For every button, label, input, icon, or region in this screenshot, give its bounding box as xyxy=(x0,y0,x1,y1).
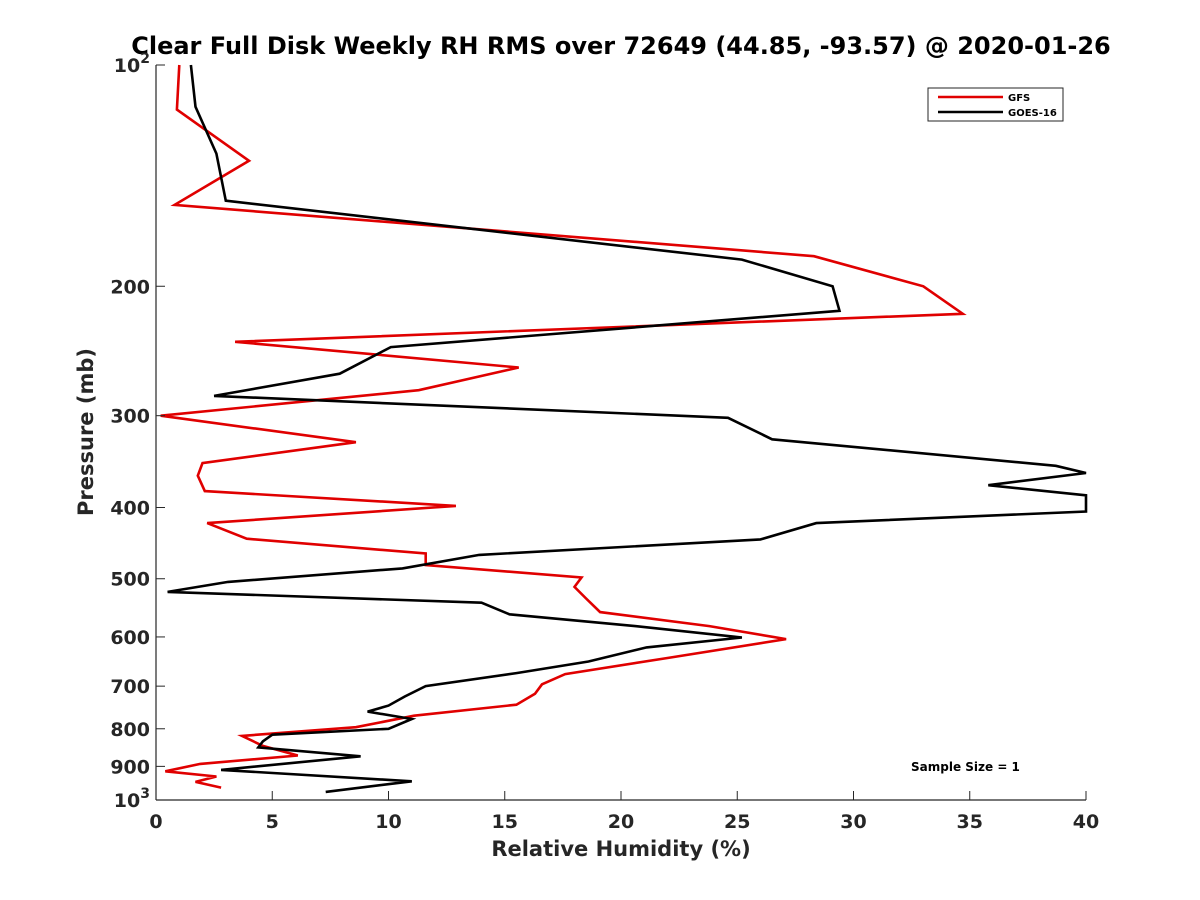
series-layer xyxy=(160,64,1088,794)
x-tick-label: 10 xyxy=(375,811,401,833)
y-tick-label: 102 xyxy=(114,51,150,77)
x-tick-label: 15 xyxy=(492,811,518,833)
legend-box xyxy=(927,87,1064,122)
series-line-goes16 xyxy=(167,64,1088,794)
y-tick-label: 700 xyxy=(110,676,150,698)
y-tick-label: 500 xyxy=(110,569,150,591)
legend: GFS GOES-16 xyxy=(927,87,1064,122)
legend-label-goes16: GOES-16 xyxy=(1008,108,1057,119)
y-tick-label: 900 xyxy=(110,756,150,778)
x-tick-label: 30 xyxy=(840,811,866,833)
x-tick-label: 20 xyxy=(608,811,634,833)
plot-area: 0 5 10 15 20 25 30 35 40 102 200 300 400 500 600 700 80… xyxy=(110,51,1099,833)
sample-size-annotation: Sample Size = 1 xyxy=(911,760,1020,774)
y-tick-label: 200 xyxy=(110,276,150,298)
x-ticks: 0 5 10 15 20 25 30 35 40 xyxy=(149,791,1099,833)
x-tick-label: 35 xyxy=(957,811,983,833)
legend-label-gfs: GFS xyxy=(1008,93,1030,104)
x-axis-label: Relative Humidity (%) xyxy=(491,837,750,861)
x-tick-label: 25 xyxy=(724,811,750,833)
x-tick-label: 40 xyxy=(1073,811,1099,833)
y-tick-label: 103 xyxy=(114,786,150,812)
x-tick-label: 5 xyxy=(266,811,279,833)
y-tick-label: 800 xyxy=(110,719,150,741)
y-ticks: 102 200 300 400 500 600 700 800 900 103 xyxy=(110,51,165,812)
y-tick-label: 400 xyxy=(110,498,150,520)
y-tick-label: 600 xyxy=(110,627,150,649)
x-tick-label: 0 xyxy=(149,811,162,833)
y-tick-label: 300 xyxy=(110,406,150,428)
series-line-gfs xyxy=(160,64,967,789)
y-axis-label: Pressure (mb) xyxy=(74,348,98,516)
chart-title: Clear Full Disk Weekly RH RMS over 72649… xyxy=(131,32,1111,60)
